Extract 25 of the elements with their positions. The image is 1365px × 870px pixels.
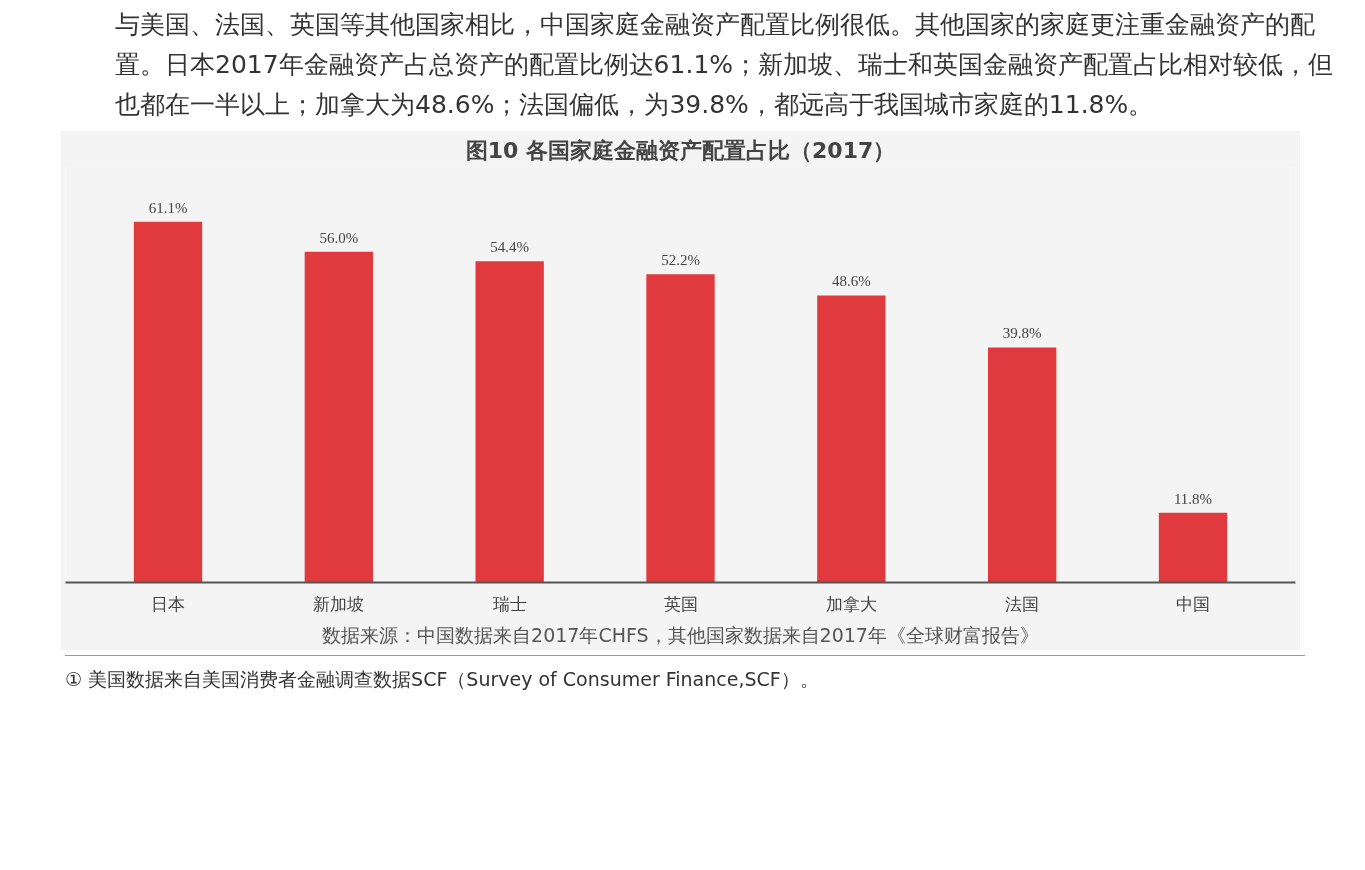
x-tick-label: 中国 bbox=[1176, 593, 1210, 614]
bar bbox=[646, 274, 715, 583]
text: ① 美国数据来自美国消费者金融调查数据SCF（Survey of Consumer Finance,SCF）。 bbox=[65, 667, 819, 692]
data-label: 39.8% bbox=[1002, 325, 1042, 342]
bar bbox=[304, 251, 373, 583]
bar bbox=[988, 347, 1057, 583]
data-label: 54.4% bbox=[490, 239, 530, 256]
x-tick-label: 新加坡 bbox=[313, 593, 365, 614]
x-tick-label: 法国 bbox=[1005, 593, 1040, 614]
chart-title: 图10 各国家庭金融资产配置占比（2017） bbox=[465, 137, 896, 163]
bar bbox=[475, 261, 544, 583]
x-tick-label: 日本 bbox=[151, 593, 185, 614]
bar bbox=[817, 295, 886, 583]
source-note: 数据来源：中国数据来自2017年CHFS，其他国家数据来自2017年《全球财富报告》 bbox=[322, 623, 1039, 646]
data-label: 11.8% bbox=[1173, 490, 1213, 507]
data-label: 56.0% bbox=[319, 229, 359, 246]
x-tick-label: 英国 bbox=[663, 593, 698, 614]
text: 与美国、法国、英国等其他国家相比，中国家庭金融资产配置比例很低。其他国家的家庭更注重金融资产的配置。日本2017年金融资产占总资产的配置比例达61.1%；新加坡、瑞士和英国金融资产配置占比相对较低，但也都在一半以上；加拿大为48.6%；法国偏低，为39.8%，都远高于我国城市家庭的11.8%。 bbox=[115, 9, 1335, 121]
x-tick-label: 瑞士 bbox=[492, 593, 527, 614]
bar bbox=[133, 221, 203, 583]
data-label: 48.6% bbox=[831, 273, 871, 290]
data-label: 61.1% bbox=[148, 199, 188, 216]
data-label: 52.2% bbox=[661, 252, 700, 269]
x-tick-label: 加拿大 bbox=[825, 593, 877, 614]
bar bbox=[1158, 512, 1228, 583]
